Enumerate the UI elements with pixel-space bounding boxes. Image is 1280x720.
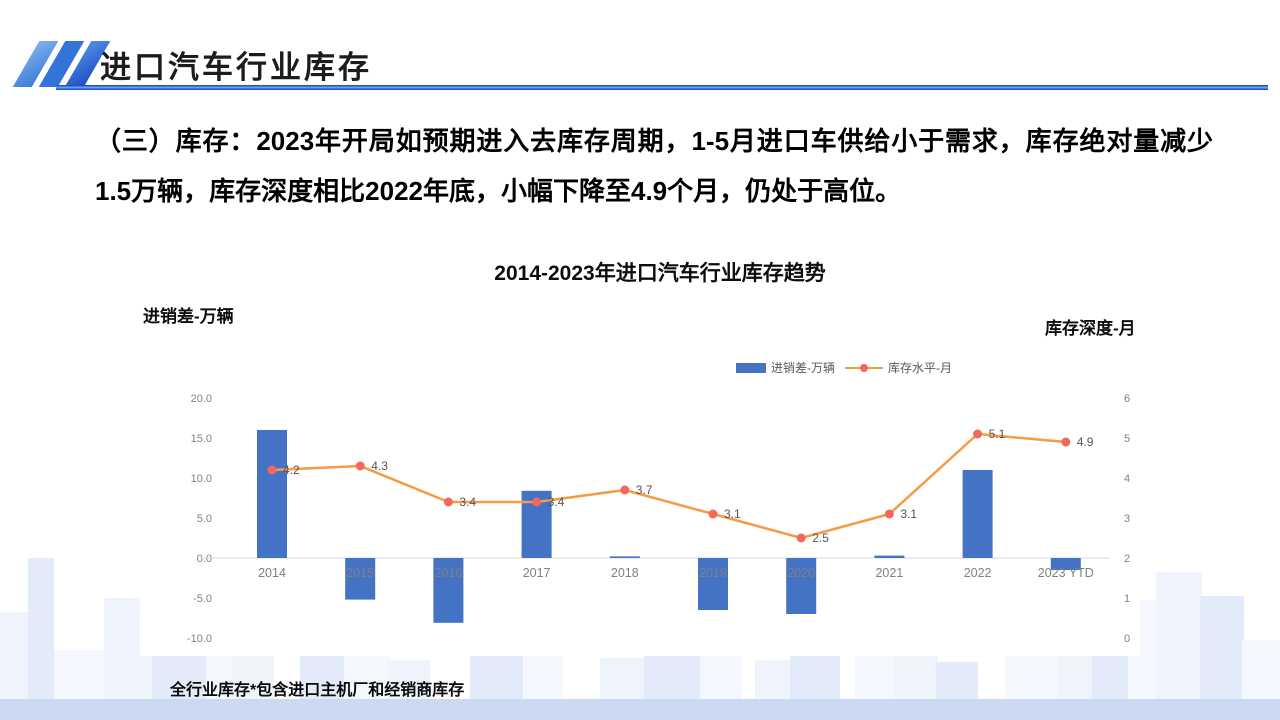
bar-2023 YTD [1050, 558, 1081, 570]
skyline-building [388, 660, 430, 702]
svg-text:3.4: 3.4 [548, 495, 565, 509]
skyline-building [855, 655, 895, 702]
skyline-building [755, 660, 793, 702]
line-marker-2022 [973, 429, 983, 439]
page-title: 进口汽车行业库存 [100, 50, 372, 85]
line-marker-2014 [267, 465, 277, 475]
svg-text:0.0: 0.0 [197, 553, 212, 565]
svg-text:-10.0: -10.0 [187, 633, 212, 645]
bar-swatch-icon [736, 362, 766, 373]
svg-text:4.9: 4.9 [1077, 435, 1094, 449]
line-marker-2019 [708, 509, 718, 519]
svg-text:2.5: 2.5 [812, 531, 829, 545]
svg-text:3: 3 [1124, 513, 1130, 525]
line-marker-2021 [884, 509, 894, 519]
summary-text: （三）库存：2023年开局如预期进入去库存周期，1-5月进口车供给小于需求，库存… [95, 126, 1213, 206]
svg-text:2021: 2021 [875, 566, 903, 580]
logo-slashes-icon [12, 41, 111, 87]
svg-text:4.2: 4.2 [283, 463, 300, 477]
chart-legend: 进销差-万辆 库存水平-月 [736, 359, 952, 376]
legend-label: 进销差-万辆 [771, 361, 835, 375]
legend-item-line: 库存水平-月 [845, 359, 952, 376]
svg-text:3.1: 3.1 [724, 507, 741, 521]
svg-text:2022: 2022 [964, 566, 992, 580]
svg-text:5.0: 5.0 [197, 513, 212, 525]
skyline-building [54, 650, 106, 702]
right-axis-title: 库存深度-月 [1045, 319, 1136, 338]
svg-text:4.3: 4.3 [371, 459, 388, 473]
skyline-building [232, 655, 274, 702]
svg-text:2016: 2016 [434, 566, 462, 580]
skyline-building [1242, 640, 1280, 702]
svg-text:2014: 2014 [258, 566, 286, 580]
combo-chart-plot: 20.0 15.0 10.0 5.0 0.0 -5.0 -10.0 6 5 4 3 2 1 0 2014 20… [187, 393, 1130, 645]
svg-text:-5.0: -5.0 [193, 593, 212, 605]
svg-text:2: 2 [1124, 553, 1130, 565]
bar-2015 [345, 558, 376, 600]
bar-2021 [874, 555, 905, 558]
bar-2020 [786, 558, 817, 614]
svg-text:20.0: 20.0 [191, 393, 212, 405]
svg-text:2017: 2017 [523, 566, 551, 580]
line-marker-2020 [796, 533, 806, 543]
bar-2018 [609, 556, 640, 558]
left-axis-title: 进销差-万辆 [143, 307, 234, 326]
legend-item-bar: 进销差-万辆 [736, 359, 835, 376]
line-marker-2023 YTD [1061, 437, 1071, 447]
chart-title: 2014-2023年进口汽车行业库存趋势 [494, 262, 826, 285]
skyline-building [936, 662, 978, 702]
svg-text:2023 YTD: 2023 YTD [1038, 566, 1094, 580]
svg-text:0: 0 [1124, 633, 1130, 645]
svg-text:6: 6 [1124, 393, 1130, 405]
legend-label: 库存水平-月 [888, 361, 952, 375]
svg-text:3.1: 3.1 [900, 507, 917, 521]
svg-text:2020: 2020 [787, 566, 815, 580]
svg-text:4: 4 [1124, 473, 1130, 485]
svg-text:15.0: 15.0 [191, 433, 212, 445]
svg-text:5: 5 [1124, 433, 1130, 445]
skyline-building [1092, 655, 1132, 702]
bar-2022 [962, 470, 993, 558]
svg-text:2018: 2018 [611, 566, 639, 580]
skyline-building [600, 658, 646, 702]
skyline-building [1156, 572, 1202, 702]
footnote: 全行业库存*包含进口主机厂和经销商库存 [170, 682, 465, 699]
bar-2019 [698, 558, 728, 610]
svg-text:3.4: 3.4 [459, 495, 476, 509]
line-marker-2017 [532, 497, 542, 507]
bar-2016 [433, 558, 464, 623]
bar-2014 [257, 430, 287, 558]
line-marker-2018 [620, 485, 630, 495]
skyline-building [28, 558, 54, 702]
svg-text:2015: 2015 [346, 566, 374, 580]
line-swatch-icon [845, 363, 883, 373]
svg-text:2019: 2019 [699, 566, 727, 580]
line-marker-2015 [355, 461, 365, 471]
line-marker-2016 [443, 497, 453, 507]
skyline-building [700, 648, 742, 702]
svg-text:10.0: 10.0 [191, 473, 212, 485]
header-divider [56, 85, 1268, 90]
svg-text:1: 1 [1124, 593, 1130, 605]
skyline-building [0, 612, 30, 702]
svg-text:5.1: 5.1 [989, 427, 1006, 441]
skyline-base-band [0, 699, 1280, 720]
skyline-building [1200, 596, 1244, 702]
svg-text:3.7: 3.7 [636, 483, 653, 497]
